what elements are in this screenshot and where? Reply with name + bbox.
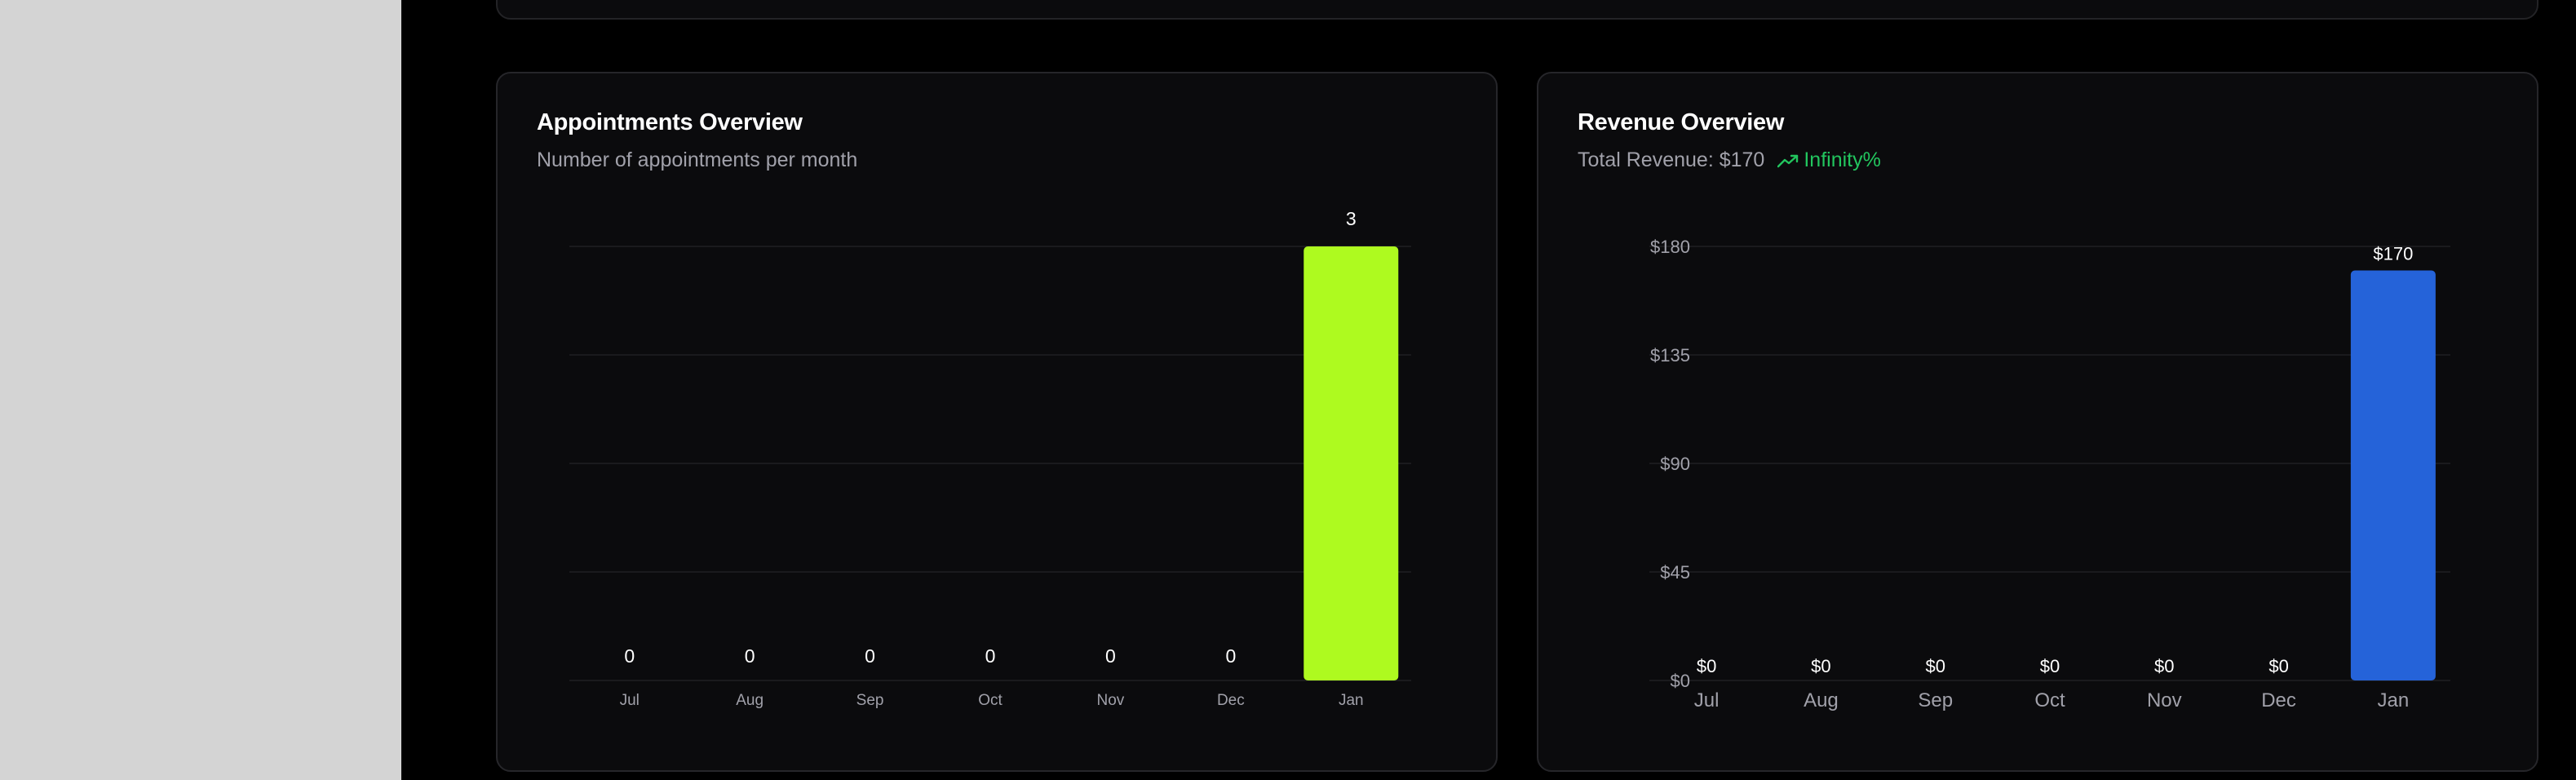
revenue-subtitle: Total Revenue: $170 Infinity% — [1578, 148, 1881, 172]
appointments-title: Appointments Overview — [537, 109, 803, 135]
bar-jan — [2350, 270, 2436, 680]
y-tick-label: $135 — [1650, 345, 1690, 366]
total-revenue-label: Total Revenue: $170 — [1578, 148, 1765, 171]
x-tick-label: Aug — [1804, 689, 1839, 711]
data-label: $0 — [1697, 656, 1716, 676]
x-tick-label: Jan — [2378, 689, 2410, 711]
data-label: 0 — [1105, 645, 1116, 667]
x-tick-label: Dec — [1217, 692, 1245, 709]
appointments-chart: 0 Jul 0 Aug 0 Sep 0 Oct 0 Nov 0 Dec 3 Jan — [569, 208, 1411, 709]
x-tick-label: Nov — [2147, 689, 2182, 711]
bar-jan — [1303, 246, 1399, 680]
data-label: 0 — [865, 645, 875, 667]
data-label: $0 — [2154, 656, 2174, 676]
y-tick-label: $90 — [1660, 454, 1690, 474]
data-label: $0 — [1811, 656, 1830, 676]
x-tick-label: Jan — [1339, 692, 1364, 709]
data-label: $0 — [2268, 656, 2288, 676]
x-tick-label: Nov — [1097, 692, 1125, 709]
trend-value: Infinity% — [1804, 148, 1881, 171]
x-tick-label: Sep — [856, 692, 884, 709]
appointments-overview-card: Appointments Overview Number of appointm… — [496, 72, 1498, 772]
data-label: $0 — [2040, 656, 2060, 676]
data-label: 3 — [1346, 208, 1357, 229]
x-tick-label: Oct — [978, 692, 1003, 709]
revenue-chart: $0$45$90$135$180$0Jul$0Aug$0Sep$0Oct$0No… — [1649, 237, 2450, 711]
y-tick-label: $180 — [1650, 237, 1690, 257]
revenue-overview-card: Revenue Overview Total Revenue: $170 Inf… — [1537, 72, 2538, 772]
data-label: $0 — [1925, 656, 1945, 676]
data-label: 0 — [624, 645, 635, 667]
y-tick-label: $45 — [1660, 562, 1690, 583]
x-tick-label: Jul — [620, 692, 640, 709]
data-label: $170 — [2373, 244, 2413, 264]
revenue-title: Revenue Overview — [1578, 109, 1785, 135]
x-tick-label: Jul — [1694, 689, 1720, 711]
trending-up-icon — [1777, 154, 1799, 167]
data-label: 0 — [745, 645, 755, 667]
x-tick-label: Sep — [1918, 689, 1953, 711]
appointments-subtitle: Number of appointments per month — [537, 148, 858, 171]
x-tick-label: Aug — [736, 692, 764, 709]
y-tick-label: $0 — [1671, 671, 1690, 691]
x-tick-label: Dec — [2261, 689, 2296, 711]
data-label: 0 — [1225, 645, 1236, 667]
data-label: 0 — [985, 645, 996, 667]
left-panel — [0, 0, 401, 780]
revenue-trend: Infinity% — [1777, 148, 1881, 172]
x-tick-label: Oct — [2034, 689, 2065, 711]
top-card — [496, 0, 2538, 20]
